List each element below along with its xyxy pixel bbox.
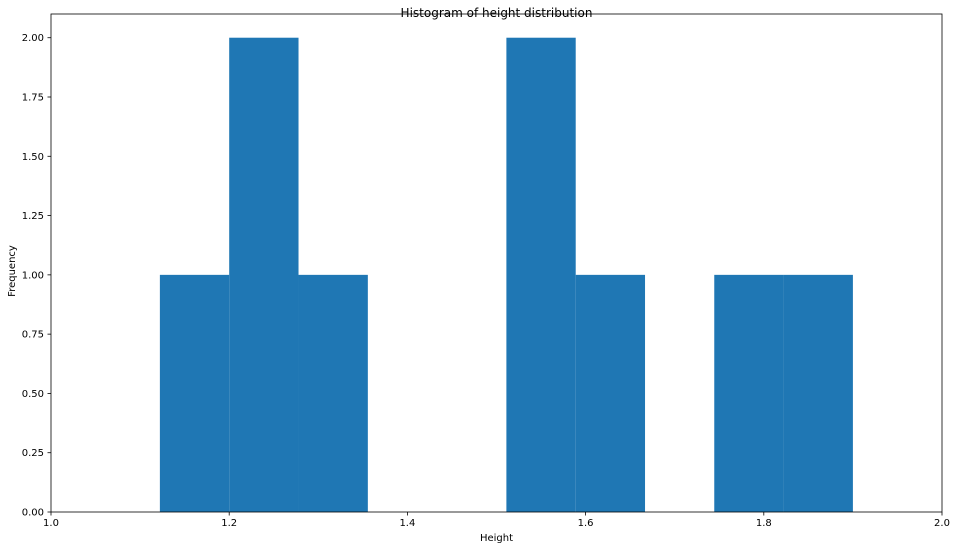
chart-title: Histogram of height distribution <box>401 6 593 20</box>
histogram-bar-2 <box>298 274 368 512</box>
x-tick-label: 1.2 <box>221 518 237 529</box>
x-tick-label: 2.0 <box>934 518 950 529</box>
y-axis-label: Frequency <box>7 245 18 297</box>
histogram-bar-9 <box>783 274 853 512</box>
y-tick-label: 2.00 <box>22 33 44 44</box>
histogram-bar-6 <box>575 274 646 512</box>
bars-group <box>159 37 853 512</box>
plot-frame <box>50 13 943 513</box>
histogram-bar-5 <box>506 37 576 512</box>
y-tick-label: 0.00 <box>22 508 44 519</box>
y-tick-label: 1.75 <box>22 93 44 104</box>
histogram-bar-0 <box>159 274 230 512</box>
x-axis-label: Height <box>480 533 513 544</box>
y-tick-label: 0.25 <box>22 448 44 459</box>
x-tick-label: 1.4 <box>399 518 415 529</box>
x-axis-ticks: 1.0 1.2 1.4 1.6 1.8 2.0 <box>43 512 950 529</box>
y-tick-label: 0.75 <box>22 330 44 341</box>
y-tick-label: 1.25 <box>22 211 44 222</box>
x-tick-label: 1.0 <box>43 518 59 529</box>
x-tick-label: 1.8 <box>756 518 772 529</box>
y-axis-ticks: 0.00 0.25 0.50 0.75 1.00 1.25 1.50 1.75 2.00 <box>22 33 51 519</box>
y-tick-label: 1.50 <box>22 152 44 163</box>
y-tick-label: 0.50 <box>22 389 44 400</box>
histogram-bar-1 <box>229 37 299 512</box>
x-tick-label: 1.6 <box>578 518 594 529</box>
y-tick-label: 1.00 <box>22 270 44 281</box>
histogram-bar-8 <box>714 274 784 512</box>
